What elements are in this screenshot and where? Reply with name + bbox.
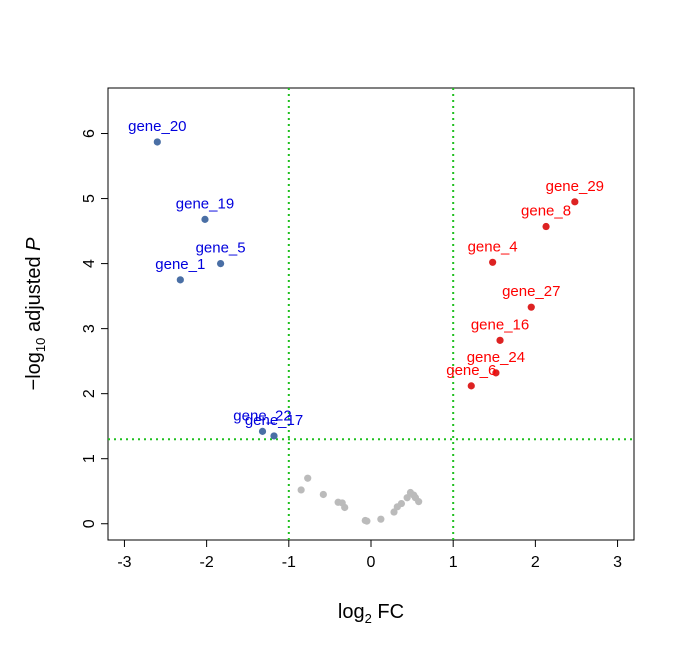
point-label: gene_24: [467, 349, 525, 366]
point-label: gene_22: [233, 407, 291, 424]
y-axis: 0 1 2 3 4 5 6: [81, 129, 108, 528]
x-tick-label: -1: [282, 554, 296, 571]
point-label: gene_1: [155, 256, 205, 273]
x-tick-label: -2: [200, 554, 214, 571]
point-label: gene_8: [521, 203, 571, 220]
x-tick-label: 3: [613, 554, 622, 571]
data-point-up: [571, 198, 579, 206]
data-point-down: [176, 276, 184, 284]
x-tick-label: 2: [531, 554, 540, 571]
data-point-up: [542, 222, 550, 231]
point-label: gene_19: [176, 195, 234, 212]
x-axis-title: log2 FC: [338, 601, 404, 626]
point-label: gene_29: [546, 178, 604, 195]
data-point-down: [270, 432, 278, 440]
threshold-lines: [108, 88, 634, 540]
data-point-down: [258, 427, 267, 435]
data-point-ns: [304, 474, 312, 482]
data-point-ns: [397, 499, 406, 508]
data-point-ns: [319, 490, 327, 499]
y-tick-label: 3: [81, 324, 98, 333]
data-point-ns: [377, 515, 385, 523]
y-tick-label: 1: [81, 454, 98, 463]
y-tick-label: 4: [81, 259, 98, 268]
x-axis: -3 -2 -1 0 1 2 3: [117, 540, 622, 571]
x-tick-label: 0: [367, 554, 376, 571]
data-point-up: [492, 369, 500, 377]
point-label: gene_4: [468, 238, 518, 255]
data-point-ns: [363, 517, 371, 525]
data-point-up: [527, 303, 535, 311]
point-label: gene_5: [196, 240, 246, 257]
data-point-up: [467, 382, 475, 390]
point-label: gene_27: [502, 283, 560, 300]
data-point-ns: [341, 503, 349, 512]
data-point-ns: [403, 494, 411, 502]
y-tick-label: 2: [81, 389, 98, 398]
point-label: gene_6: [446, 362, 496, 379]
x-tick-label: 1: [449, 554, 458, 571]
point-label: gene_20: [128, 118, 186, 135]
data-point-down: [201, 215, 209, 223]
point-label: gene_17: [245, 412, 303, 429]
data-point-down: [153, 138, 161, 146]
data-points: [153, 138, 579, 525]
data-point-up: [489, 258, 497, 266]
data-point-up: [496, 336, 504, 344]
y-tick-label: 0: [81, 519, 98, 528]
data-point-ns: [415, 498, 423, 506]
y-axis-title: −log10 adjusted P: [23, 237, 48, 391]
data-point-ns: [297, 486, 305, 494]
data-point-down: [216, 259, 225, 268]
x-tick-label: -3: [117, 554, 131, 571]
data-point-ns: [390, 508, 398, 516]
point-label: gene_16: [471, 316, 529, 333]
y-tick-label: 6: [81, 129, 98, 138]
y-tick-label: 5: [81, 194, 98, 203]
